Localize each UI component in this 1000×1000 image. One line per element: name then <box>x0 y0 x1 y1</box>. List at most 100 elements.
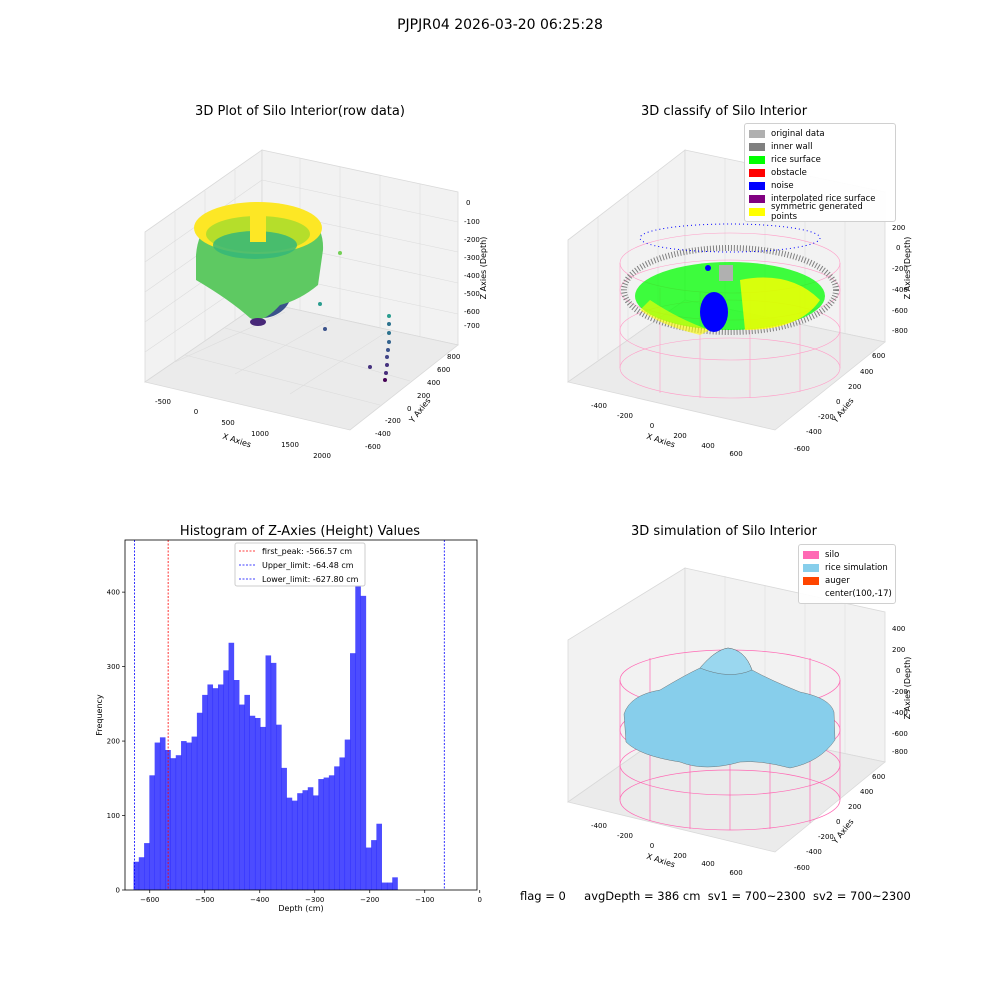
histogram-bar <box>360 595 367 890</box>
histogram-y-label: Frequency <box>95 694 104 736</box>
histogram-x-label: Depth (cm) <box>278 904 323 913</box>
histogram-bar <box>244 694 250 890</box>
raw-z-ticks: 0 -100 -200 -300 -400 -500 -600 -700 <box>464 199 480 330</box>
legend-label: interpolated rice surface <box>771 193 876 204</box>
classify-z-tick: -800 <box>892 327 908 335</box>
legend-swatch <box>749 207 765 216</box>
simulation-x-tick: 200 <box>673 852 686 860</box>
simulation-plot-title: 3D simulation of Silo Interior <box>631 524 817 539</box>
histogram-bar <box>334 766 340 890</box>
legend-item-inner-wall: inner wall <box>749 140 891 153</box>
histogram-chart: −600 −500 −400 −300 −200 −100 0 0100200300400 … <box>95 539 482 913</box>
legend-item-rice-simulation: rice simulation <box>803 561 891 574</box>
legend-label: auger <box>825 575 850 586</box>
classify-z-tick: -600 <box>892 307 908 315</box>
legend-item-noise: noise <box>749 179 891 192</box>
histogram-y-ticks: 0 100 200 300 400 <box>107 589 125 895</box>
legend-swatch <box>803 576 819 585</box>
legend-label: silo <box>825 549 840 560</box>
histogram-x-ticks: −600 −500 −400 −300 −200 −100 0 <box>140 890 482 904</box>
legend-label: Upper_limit: -64.48 cm <box>262 561 354 570</box>
histogram-title: Histogram of Z-Axies (Height) Values <box>179 524 421 539</box>
legend-swatch <box>749 129 765 138</box>
legend-item-silo: silo <box>803 548 891 561</box>
raw-z-tick: 0 <box>466 199 470 207</box>
histogram-bar <box>170 758 177 890</box>
histogram-bar <box>223 670 229 890</box>
histogram-bar <box>233 680 240 890</box>
classify-y-tick: 200 <box>848 383 861 391</box>
simulation-x-tick: -200 <box>617 832 633 840</box>
histogram-bar <box>365 847 372 890</box>
classify-y-tick: 0 <box>836 398 840 406</box>
classify-z-tick: 200 <box>892 224 905 232</box>
histogram-bar <box>355 556 361 890</box>
histogram-bar <box>281 767 287 890</box>
simulation-y-tick: -600 <box>794 864 810 872</box>
raw-z-tick: -400 <box>464 272 480 280</box>
legend-swatch <box>749 168 765 177</box>
histogram-bar <box>297 793 303 890</box>
histogram-bar <box>386 882 393 890</box>
simulation-x-tick: 400 <box>701 860 714 868</box>
status-flag: flag = 0 <box>520 889 566 903</box>
classified-points <box>621 223 839 335</box>
legend-label: inner wall <box>771 141 813 152</box>
classify-x-tick: 400 <box>701 442 714 450</box>
raw-z-tick: -600 <box>464 308 480 316</box>
classify-x-tick: -400 <box>591 402 607 410</box>
legend-swatch <box>749 142 765 151</box>
histogram-bar <box>392 877 398 890</box>
raw-y-tick: 200 <box>417 392 430 400</box>
histogram-frame <box>124 539 478 891</box>
raw-y-tick: 0 <box>407 405 411 413</box>
raw-x-ticks: -500 0 500 1000 1500 2000 <box>155 398 331 460</box>
classify-plot-title: 3D classify of Silo Interior <box>640 104 808 119</box>
raw-outlier-points <box>318 251 391 382</box>
simulation-3d-plot: -400 -200 0 200 400 600 X Axies 600 400 … <box>567 567 912 877</box>
simulation-x-tick: 600 <box>729 869 742 877</box>
simulation-y-tick: 600 <box>872 773 885 781</box>
classify-z-tick: -400 <box>892 286 908 294</box>
histogram-bar <box>323 777 330 890</box>
histogram-bar <box>133 861 140 890</box>
histogram-y-tick-label: 400 <box>107 589 120 597</box>
status-line: flag = 0 avgDepth = 386 cm sv1 = 700~230… <box>520 889 911 903</box>
rice-surface-peak <box>699 647 753 675</box>
classify-y-ticks: 600 400 200 0 -200 -400 -600 <box>794 352 885 453</box>
classify-x-tick: -200 <box>617 412 633 420</box>
simulation-z-tick: -200 <box>892 688 908 696</box>
simulation-z-tick: -800 <box>892 748 908 756</box>
histogram-x-tick-label: −300 <box>305 896 324 904</box>
raw-x-tick: -500 <box>155 398 171 406</box>
raw-x-tick: 500 <box>221 419 234 427</box>
histogram-bar <box>371 840 377 890</box>
histogram-bar <box>159 737 166 890</box>
simulation-z-tick: -400 <box>892 709 908 717</box>
legend-swatch <box>803 590 819 598</box>
legend-swatch <box>803 550 819 559</box>
histogram-bar <box>196 712 203 890</box>
legend-label: Lower_limit: -627.80 cm <box>262 575 359 584</box>
classify-x-ticks: -400 -200 0 200 400 600 <box>591 402 743 458</box>
raw-y-tick: -600 <box>365 443 381 451</box>
figure-title: PJPJR04 2026-03-20 06:25:28 <box>397 17 603 33</box>
histogram-bar <box>212 688 219 890</box>
simulation-x-tick: -400 <box>591 822 607 830</box>
legend-label: original data <box>771 128 825 139</box>
histogram-bar <box>276 724 282 890</box>
status-avg-depth: avgDepth = 386 cm <box>584 889 701 903</box>
histogram-bar <box>286 797 293 890</box>
classify-x-tick: 0 <box>650 422 654 430</box>
simulation-3d-box <box>567 567 886 853</box>
histogram-bar <box>307 787 314 890</box>
raw-x-tick: 0 <box>194 408 198 416</box>
raw-x-tick: 1000 <box>251 430 269 438</box>
histogram-bar <box>318 779 324 890</box>
simulation-y-tick: 400 <box>860 788 873 796</box>
histogram-bars <box>133 556 398 890</box>
histogram-y-tick-label: 300 <box>107 663 120 671</box>
histogram-y-tick-label: 200 <box>107 738 120 746</box>
raw-y-tick: 600 <box>437 366 450 374</box>
legend-swatch <box>803 563 819 572</box>
